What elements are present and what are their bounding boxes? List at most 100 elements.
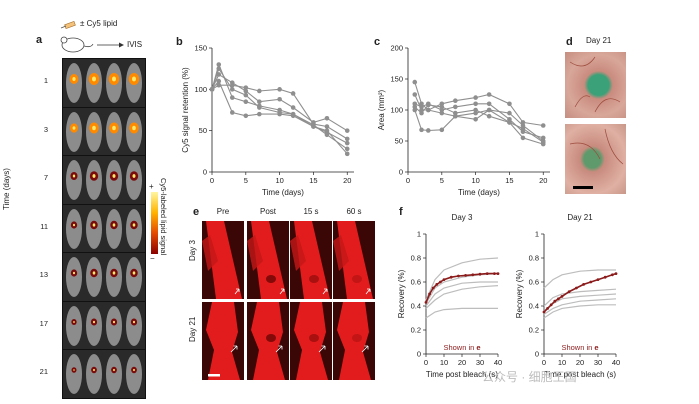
lipid-signal-core (133, 368, 135, 372)
data-point (344, 136, 350, 142)
lipid-signal-core (112, 222, 116, 227)
data-point (229, 95, 235, 100)
data-point (419, 110, 424, 116)
y-tick-label: 0.6 (529, 278, 539, 287)
series-line (211, 84, 348, 140)
y-tick-label: 0.4 (529, 302, 539, 311)
data-point (412, 79, 418, 85)
data-point (473, 107, 478, 113)
lipid-signal-core (93, 368, 95, 372)
data-point (257, 105, 262, 110)
y-tick-label: 1 (535, 230, 539, 239)
lipid-signal-core (72, 125, 76, 130)
data-point (439, 104, 445, 110)
highlight-point (553, 299, 557, 303)
x-tick-label: 15 (505, 176, 513, 185)
highlight-point (589, 280, 593, 284)
highlight-point (464, 274, 467, 277)
mouse-icon (60, 36, 94, 53)
mouse-body (86, 305, 102, 346)
data-point (439, 127, 445, 133)
colorbar-minus: − (150, 254, 155, 263)
lipid-signal-core (73, 369, 75, 371)
frap-image (290, 302, 332, 380)
series-line (425, 307, 498, 319)
y-tick-label: 0.8 (529, 254, 539, 263)
frap-column-label: Post (259, 207, 276, 216)
data-point (473, 95, 478, 100)
lipid-signal-core (92, 76, 96, 82)
data-point (540, 139, 546, 145)
y-axis-label: Recovery (%) (397, 269, 406, 318)
frap-image (247, 302, 289, 380)
lipid-signal-core (72, 174, 76, 178)
data-point (453, 110, 458, 116)
frap-image (202, 221, 244, 299)
lipid-signal-core (132, 76, 136, 82)
series-line (414, 94, 544, 142)
x-tick-label: 10 (275, 176, 283, 185)
series-line (543, 298, 617, 315)
highlight-point (493, 272, 496, 275)
highlight-point (471, 273, 475, 277)
highlight-point (575, 286, 578, 290)
bleach-spot (266, 275, 276, 283)
data-point (277, 96, 282, 102)
frap-image (333, 302, 375, 380)
arrow-icon (365, 288, 371, 295)
mouse-body (126, 354, 142, 394)
data-point (290, 91, 296, 96)
highlight-point (582, 283, 585, 286)
data-point (507, 101, 512, 107)
highlight-point (549, 303, 553, 307)
ivis-row-image (66, 305, 142, 346)
data-point (290, 105, 296, 110)
data-point (473, 117, 478, 122)
arrow-icon (361, 345, 369, 353)
panel-f-label: f (399, 206, 403, 218)
highlight-point (439, 280, 442, 284)
series-line (543, 288, 617, 307)
arrow-icon (230, 345, 238, 353)
mouse-schematic (60, 21, 124, 53)
day-label: 17 (39, 318, 48, 328)
ivis-row (62, 349, 146, 399)
data-point (243, 85, 249, 90)
x-tick-label: 0 (210, 176, 214, 185)
chart-title: Day 21 (567, 213, 593, 222)
day-label: 7 (43, 173, 48, 182)
data-point (486, 101, 492, 107)
arrow-icon (322, 288, 328, 295)
x-tick-label: 15 (309, 176, 317, 185)
x-tick-label: 20 (343, 176, 351, 185)
chart-b: 0 5 10 15 20 0 50 100 150 Time (days) Cy5 signal r… (181, 44, 354, 197)
y-tick-label: 0.4 (411, 302, 421, 311)
frap-column-label: Pre (216, 207, 230, 216)
lipid-signal-core (112, 125, 116, 130)
x-tick-label: 20 (458, 358, 466, 367)
colorbar-label: Cy5-labeled lipid signal (159, 178, 168, 256)
panel-d-title: Day 21 (586, 36, 612, 45)
lipid-signal-core (113, 368, 115, 372)
y-tick-label: 50 (199, 126, 207, 135)
ivis-row (62, 252, 146, 302)
x-tick-label: 30 (594, 358, 602, 367)
x-axis-label: Time (days) (458, 188, 500, 197)
ivis-row (62, 58, 146, 108)
lipid-signal-core (133, 320, 135, 323)
lipid-signal-core (112, 271, 116, 275)
bleach-spot (266, 334, 276, 342)
y-tick-label: 150 (390, 75, 403, 84)
data-point (229, 82, 235, 88)
x-tick-label: 5 (244, 176, 248, 185)
series-line (543, 304, 616, 319)
data-point (412, 104, 418, 110)
arrow-icon (279, 288, 285, 295)
day-label: 11 (40, 221, 48, 231)
tissue-image-top (565, 52, 626, 118)
series-line (211, 80, 348, 155)
data-point (209, 87, 215, 92)
lipid-signal-core (132, 271, 136, 275)
x-tick-label: 10 (558, 358, 566, 367)
